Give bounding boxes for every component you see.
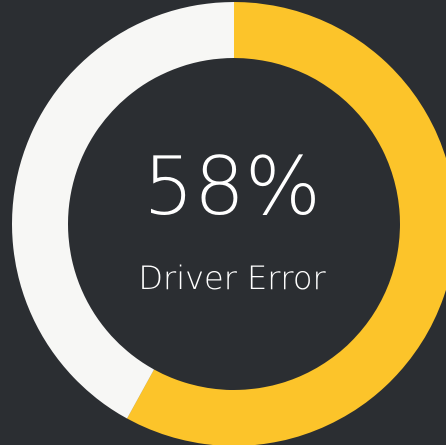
donut-segment <box>12 2 234 419</box>
donut-segment <box>127 2 446 445</box>
donut <box>12 2 446 445</box>
value-label: 58% <box>143 140 321 233</box>
category-label: Driver Error <box>138 259 326 297</box>
